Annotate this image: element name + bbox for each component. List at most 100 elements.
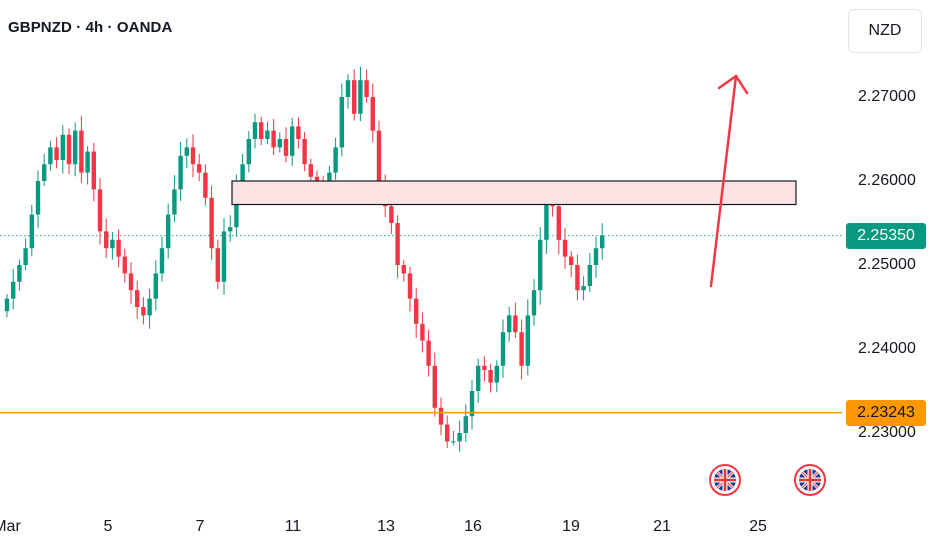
- currency-button[interactable]: NZD: [848, 9, 922, 53]
- candle-body: [345, 80, 351, 97]
- candle-body: [91, 151, 96, 190]
- candle-body: [389, 206, 394, 223]
- candle-body: [265, 130, 270, 139]
- candle-body: [587, 265, 592, 286]
- candle-body: [252, 122, 258, 139]
- candle-body: [451, 441, 456, 443]
- candle-body: [240, 164, 245, 190]
- candle-body: [575, 265, 580, 291]
- candle-body: [513, 315, 518, 333]
- candle-body: [23, 248, 28, 265]
- chart-title[interactable]: GBPNZD · 4h · OANDA: [8, 19, 173, 36]
- candle-body: [531, 290, 537, 316]
- candle-body: [48, 147, 53, 165]
- candle-body: [35, 181, 41, 215]
- date-tick-label: 5: [103, 518, 113, 535]
- candle-body: [445, 424, 450, 442]
- candle-body: [178, 155, 183, 190]
- candle-body: [110, 239, 115, 249]
- candle-body: [128, 273, 134, 291]
- candle-body: [519, 332, 524, 366]
- support-price-tag: 2.23243: [846, 399, 926, 426]
- candle-body: [438, 407, 444, 425]
- candle-body: [54, 147, 59, 160]
- candle-body: [401, 265, 406, 274]
- candle-body: [197, 164, 202, 173]
- candle-body: [79, 130, 84, 173]
- price-tick-label: 2.27000: [858, 88, 916, 105]
- candle-body: [221, 231, 227, 282]
- candle-body: [414, 298, 419, 324]
- candle-body: [308, 164, 313, 177]
- candle-body: [259, 122, 264, 139]
- date-tick-label: Mar: [0, 518, 21, 535]
- candle-body: [581, 286, 586, 291]
- candle-body: [283, 139, 289, 156]
- candles-layer: [4, 66, 605, 452]
- arrow-head: [717, 74, 749, 95]
- date-tick-label: 19: [562, 518, 580, 535]
- date-tick-label: 21: [653, 518, 671, 535]
- candle-body: [29, 214, 34, 249]
- date-tick-label: 7: [195, 518, 205, 535]
- flag-cross-red: [723, 469, 727, 491]
- candle-body: [302, 139, 307, 165]
- arrow-shaft: [709, 74, 738, 288]
- candle-body: [215, 248, 220, 282]
- candle-body: [296, 126, 301, 139]
- candle-body: [314, 176, 320, 181]
- candle-body: [395, 223, 400, 265]
- gbp-event-flag-icon: [709, 464, 741, 496]
- gbp-event-flag-icon: [794, 464, 826, 496]
- candle-body: [209, 197, 214, 249]
- date-tick-label: 11: [284, 518, 302, 535]
- candle-body: [476, 365, 481, 391]
- price-tick-label: 2.23000: [858, 424, 916, 441]
- candle-body: [407, 273, 413, 299]
- candle-body: [358, 80, 363, 114]
- candle-body: [116, 239, 121, 257]
- price-tick-label: 2.26000: [858, 172, 916, 189]
- candle-body: [432, 365, 437, 408]
- candle-body: [135, 290, 140, 307]
- candle-body: [184, 147, 189, 156]
- candle-body: [246, 139, 251, 165]
- candle-body: [420, 323, 425, 341]
- candle-body: [488, 370, 493, 383]
- candle-body: [4, 298, 10, 312]
- candle-body: [482, 365, 487, 370]
- candle-body: [122, 256, 127, 274]
- candle-body: [538, 239, 543, 291]
- candle-body: [228, 227, 233, 232]
- candle-body: [66, 134, 72, 165]
- candle-body: [190, 147, 196, 165]
- date-tick-label: 13: [377, 518, 395, 535]
- candle-body: [153, 273, 158, 299]
- candle-body: [352, 80, 357, 114]
- candle-body: [17, 265, 22, 282]
- candle-body: [85, 151, 90, 173]
- candle-body: [141, 307, 146, 316]
- candle-body: [147, 298, 152, 316]
- candle-body: [234, 189, 239, 228]
- current-price-tag: 2.25350: [846, 222, 926, 249]
- candle-body: [494, 365, 499, 383]
- candle-body: [593, 248, 599, 265]
- candle-body: [11, 281, 16, 299]
- candle-body: [507, 315, 512, 333]
- candle-body: [364, 80, 369, 97]
- date-tick-label: 25: [749, 518, 767, 535]
- date-tick-label: 16: [464, 518, 482, 535]
- price-tick-label: 2.24000: [858, 340, 916, 357]
- candle-body: [172, 189, 177, 215]
- flag-cross-red: [808, 469, 812, 491]
- candle-body: [500, 332, 506, 366]
- candle-body: [370, 97, 375, 131]
- candle-body: [525, 315, 530, 366]
- candle-body: [376, 130, 382, 181]
- candle-body: [290, 126, 295, 156]
- candle-body: [339, 97, 344, 148]
- candle-body: [42, 164, 47, 181]
- candle-body: [73, 130, 78, 165]
